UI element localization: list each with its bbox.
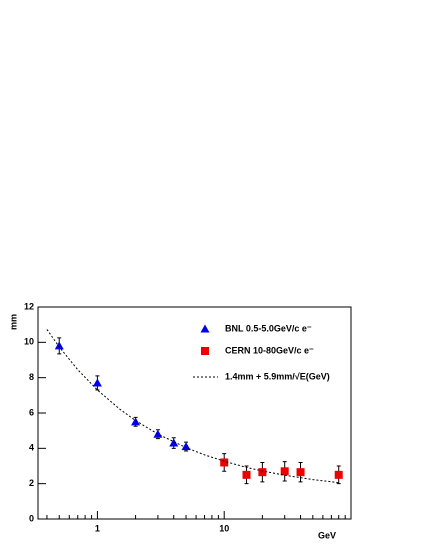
data-point [296, 468, 305, 477]
data-point [258, 468, 267, 477]
legend-symbol [200, 324, 210, 333]
legend-label: CERN 10-80GeV/c e⁻ [225, 345, 314, 355]
plot-frame [37, 306, 352, 520]
fit-line [46, 329, 339, 484]
y-tick-label: 6 [29, 407, 34, 417]
data-point [280, 467, 289, 476]
y-axis-label: mm [8, 314, 18, 330]
x-tick-label: 10 [219, 523, 229, 533]
x-tick-label: 1 [95, 523, 100, 533]
y-tick-label: 4 [29, 443, 34, 453]
data-point [181, 442, 191, 451]
legend-label: 1.4mm + 5.9mm/√E(GeV) [225, 371, 330, 381]
data-point [220, 458, 229, 467]
data-point [169, 438, 179, 447]
data-point [92, 378, 102, 387]
data-point [242, 470, 251, 479]
legend-label: BNL 0.5-5.0GeV/c e⁻ [225, 323, 312, 333]
data-point [334, 470, 343, 479]
y-tick-label: 12 [24, 301, 34, 311]
y-tick-label: 10 [24, 337, 34, 347]
y-tick-label: 8 [29, 372, 34, 382]
data-point [131, 417, 141, 426]
y-tick-label: 2 [29, 478, 34, 488]
legend-symbol [201, 347, 209, 355]
y-tick-label: 0 [29, 513, 34, 523]
x-axis-label: GeV [318, 530, 336, 540]
data-point [54, 341, 64, 350]
